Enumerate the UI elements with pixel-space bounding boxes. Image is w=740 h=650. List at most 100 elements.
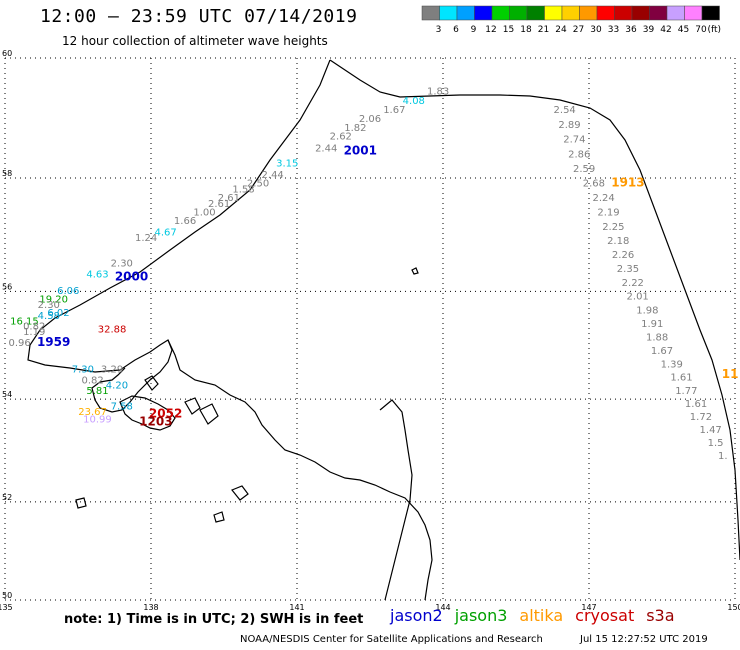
pass-time-label: 2001 bbox=[344, 144, 377, 158]
legend-label: 70 bbox=[695, 25, 707, 34]
swh-value: 1.67 bbox=[383, 105, 405, 116]
longitude-label: 144 bbox=[435, 603, 450, 612]
swh-value: 16.15 bbox=[10, 316, 39, 327]
swh-value: 1.83 bbox=[427, 87, 449, 98]
swh-value: 6.06 bbox=[57, 286, 79, 297]
swh-value: 2.44 bbox=[315, 144, 337, 155]
coastline bbox=[27, 59, 740, 601]
swh-value: 10.99 bbox=[83, 415, 112, 426]
legend-label: 9 bbox=[471, 25, 477, 34]
satellite-name: s3a bbox=[646, 606, 675, 625]
swh-value: 2.01 bbox=[627, 292, 649, 303]
swh-value: 2.74 bbox=[563, 135, 585, 146]
legend-label: 45 bbox=[678, 25, 689, 34]
map-subtitle: 12 hour collection of altimeter wave hei… bbox=[62, 34, 328, 48]
swh-value: 2.22 bbox=[622, 278, 644, 289]
swh-value: 1. bbox=[718, 451, 728, 462]
swh-value: 2.61 bbox=[208, 199, 230, 210]
legend-label: 21 bbox=[538, 25, 549, 34]
legend-label: 24 bbox=[555, 25, 567, 34]
legend-label: 36 bbox=[625, 25, 637, 34]
satellite-name: cryosat bbox=[575, 606, 635, 625]
pass-time-label: 1203 bbox=[139, 414, 172, 428]
swh-value: 2.62 bbox=[330, 132, 352, 143]
legend-label: 12 bbox=[485, 25, 496, 34]
swh-value: 1.19 bbox=[23, 327, 45, 338]
satellite-legend: jason2 jason3 altika cryosat s3a bbox=[390, 606, 687, 625]
pass-time-label: 1959 bbox=[37, 335, 70, 349]
footer-timestamp: Jul 15 12:27:52 UTC 2019 bbox=[580, 634, 708, 645]
longitude-label: 150 bbox=[727, 603, 740, 612]
swh-value: 4.20 bbox=[106, 381, 128, 392]
color-legend: 3 6 9 12 15 18 21 24 27 30 33 36 39 42 45 70 (ft) bbox=[421, 5, 722, 34]
swh-value: 2.61 bbox=[218, 193, 240, 204]
swh-value: 1.82 bbox=[344, 123, 366, 134]
legend-label: 39 bbox=[643, 25, 655, 34]
legend-label: 30 bbox=[590, 25, 602, 34]
swh-value: 7.58 bbox=[111, 402, 133, 413]
latitude-label: 52 bbox=[2, 493, 12, 502]
legend-unit: (ft) bbox=[708, 25, 722, 34]
swh-value: 4.08 bbox=[403, 96, 425, 107]
satellite-name: jason2 bbox=[390, 606, 443, 625]
swh-value: 1.72 bbox=[690, 412, 712, 423]
latitude-label: 50 bbox=[2, 591, 12, 600]
footer-note: note: 1) Time is in UTC; 2) SWH is in fe… bbox=[64, 612, 364, 627]
swh-value: 1.98 bbox=[636, 305, 658, 316]
swh-value: 2.18 bbox=[607, 236, 629, 247]
swh-value: 2.30 bbox=[38, 300, 60, 311]
swh-value: 1.88 bbox=[646, 333, 668, 344]
legend-label: 42 bbox=[660, 25, 671, 34]
pass-time-label: 11 bbox=[722, 367, 739, 381]
swh-value: 1.66 bbox=[174, 216, 196, 227]
swh-value: 23.67 bbox=[78, 407, 107, 418]
swh-value: 7.30 bbox=[72, 365, 94, 376]
graticule bbox=[4, 57, 736, 601]
longitude-label: 141 bbox=[289, 603, 304, 612]
swh-value: 1.47 bbox=[700, 425, 722, 436]
swh-value: 2.19 bbox=[597, 208, 619, 219]
longitude-label: 147 bbox=[581, 603, 596, 612]
swh-value: 2.54 bbox=[554, 105, 576, 116]
satellite-name: altika bbox=[519, 606, 564, 625]
swh-value: 1.77 bbox=[675, 386, 697, 397]
swh-value: 2.06 bbox=[359, 114, 381, 125]
swh-value: 2.59 bbox=[573, 164, 595, 175]
pass-time-label: 2000 bbox=[115, 269, 148, 283]
swh-value: 2.86 bbox=[568, 149, 590, 160]
legend-label: 33 bbox=[608, 25, 619, 34]
swh-value: 2.25 bbox=[602, 222, 624, 233]
legend-label: 15 bbox=[503, 25, 514, 34]
swh-value: 4.58 bbox=[38, 311, 60, 322]
swh-value: 1.58 bbox=[232, 184, 254, 195]
swh-value: 1.91 bbox=[641, 319, 663, 330]
satellite-name: jason3 bbox=[454, 606, 508, 625]
swh-value: 2.35 bbox=[617, 264, 639, 275]
pass-time-label: 1913 bbox=[611, 176, 644, 190]
swh-value: 4.67 bbox=[154, 227, 176, 238]
swh-value: 1.61 bbox=[670, 373, 692, 384]
swh-value: 4.63 bbox=[86, 270, 108, 281]
swh-value: 19.20 bbox=[39, 294, 68, 305]
legend-label: 3 bbox=[436, 25, 442, 34]
legend-label: 18 bbox=[520, 25, 532, 34]
swh-values: 1.834.081.672.061.822.622.443.152.442.50… bbox=[8, 87, 727, 462]
swh-value: 2.30 bbox=[111, 258, 133, 269]
footer-credit: NOAA/NESDIS Center for Satellite Applica… bbox=[240, 634, 543, 645]
swh-value: 3.15 bbox=[276, 158, 298, 169]
swh-value: 2.68 bbox=[583, 179, 605, 190]
map-title: 12:00 — 23:59 UTC 07/14/2019 bbox=[40, 6, 358, 27]
latitude-label: 56 bbox=[2, 282, 12, 291]
latitude-label: 60 bbox=[2, 49, 12, 58]
longitude-label: 135 bbox=[0, 603, 13, 612]
latitude-label: 54 bbox=[2, 390, 12, 399]
legend-swatch bbox=[701, 5, 720, 21]
swh-value: 5.81 bbox=[86, 386, 108, 397]
swh-value: 2.44 bbox=[262, 170, 284, 181]
legend-label: 27 bbox=[573, 25, 584, 34]
swh-value: 32.88 bbox=[98, 324, 127, 335]
swh-value: 2.50 bbox=[247, 179, 269, 190]
swh-value: 1.24 bbox=[135, 233, 157, 244]
